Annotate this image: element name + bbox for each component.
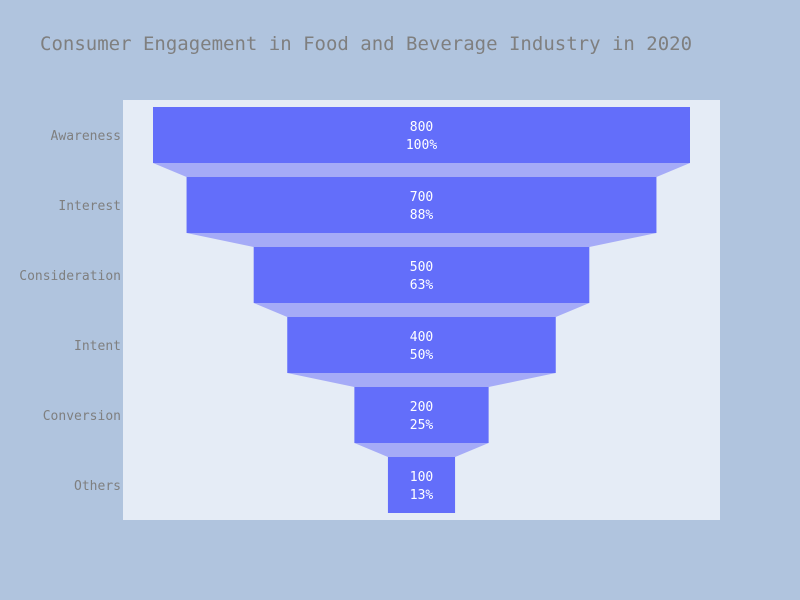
percent-label-awareness: 100% (406, 138, 437, 153)
funnel-connector (287, 373, 556, 387)
funnel-connector (186, 233, 657, 247)
chart-title: Consumer Engagement in Food and Beverage… (40, 33, 692, 55)
percent-label-others: 13% (410, 488, 434, 503)
funnel-connector (153, 163, 690, 177)
funnel-bar-awareness (153, 107, 690, 163)
value-label-consideration: 500 (410, 260, 433, 275)
funnel-connectors (153, 163, 690, 457)
funnel-bar-consideration (253, 247, 590, 303)
value-label-interest: 700 (410, 190, 433, 205)
percent-label-conversion: 25% (410, 418, 434, 433)
value-label-conversion: 200 (410, 400, 433, 415)
category-labels: Awareness Interest Consideration Intent Conv… (19, 129, 121, 494)
funnel-bar-conversion (354, 387, 489, 443)
funnel-bar-others (387, 457, 456, 513)
category-label-awareness: Awareness (51, 129, 121, 144)
funnel-bar-interest (186, 177, 657, 233)
value-label-awareness: 800 (410, 120, 433, 135)
funnel-connector (354, 443, 489, 457)
category-label-interest: Interest (58, 199, 121, 214)
percent-label-consideration: 63% (410, 278, 434, 293)
funnel-bar-intent (287, 317, 556, 373)
value-label-others: 100 (410, 470, 433, 485)
bar-value-labels: 800 100% 700 88% 500 63% 400 50% 200 25% 100 13% (406, 120, 437, 503)
category-label-consideration: Consideration (19, 269, 121, 284)
value-label-intent: 400 (410, 330, 433, 345)
category-label-others: Others (74, 479, 121, 494)
category-label-intent: Intent (74, 339, 121, 354)
funnel-connector (253, 303, 590, 317)
category-label-conversion: Conversion (43, 409, 121, 424)
percent-label-interest: 88% (410, 208, 434, 223)
funnel-bars (153, 107, 690, 513)
percent-label-intent: 50% (410, 348, 434, 363)
